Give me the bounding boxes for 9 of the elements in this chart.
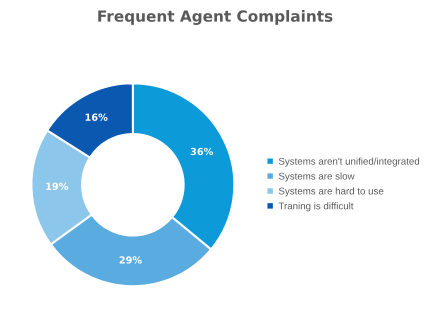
data-label: 36%: [190, 148, 214, 156]
data-label: 16%: [86, 114, 108, 121]
legend-label: Systems aren't unified/integrated: [278, 158, 420, 167]
data-label: 19%: [46, 182, 68, 190]
data-label: 29%: [120, 256, 142, 264]
legend-label: Traning is difficult: [278, 202, 354, 212]
legend-label: Systems are hard to use: [278, 187, 384, 196]
chart-title: Frequent Agent Complaints: [98, 10, 332, 25]
legend-label: Systems are slow: [278, 172, 355, 182]
